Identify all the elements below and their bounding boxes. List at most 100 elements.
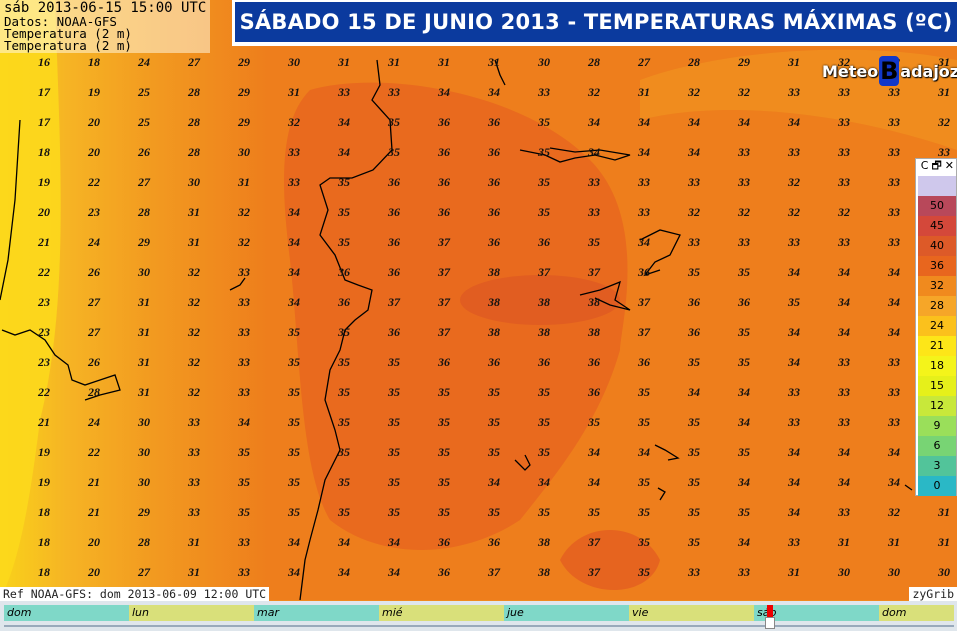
temperature-value: 30 <box>137 445 150 459</box>
temperature-value: 38 <box>487 295 500 309</box>
temperature-value: 33 <box>787 535 800 549</box>
temperature-value: 33 <box>887 235 900 249</box>
temperature-value: 34 <box>287 295 300 309</box>
temperature-value: 31 <box>137 355 150 369</box>
temperature-value: 33 <box>887 355 900 369</box>
timeline-handle[interactable] <box>765 617 775 629</box>
logo-letter: B <box>879 56 900 86</box>
temperature-value: 34 <box>687 145 700 159</box>
temperature-value: 34 <box>737 415 750 429</box>
temperature-value: 31 <box>137 295 150 309</box>
temperature-value: 33 <box>887 85 900 99</box>
temperature-value: 35 <box>237 475 250 489</box>
temperature-value: 35 <box>337 175 350 189</box>
temperature-value: 35 <box>537 115 550 129</box>
temperature-value: 30 <box>537 55 550 69</box>
temperature-value: 30 <box>187 175 200 189</box>
temperature-map[interactable]: 16 18 24 27 29 30 31 31 31 31 30 28 27 28 29 31 32 32 31 17… <box>0 0 957 600</box>
temperature-value: 36 <box>487 115 500 129</box>
temperature-value: 32 <box>187 325 200 339</box>
temperature-value: 36 <box>487 535 500 549</box>
temperature-value: 33 <box>787 85 800 99</box>
temperature-value: 34 <box>887 445 900 459</box>
legend-entry: 12 <box>918 396 956 416</box>
temperature-value: 31 <box>187 565 200 579</box>
temperature-value: 33 <box>787 235 800 249</box>
temperature-value: 35 <box>287 505 300 519</box>
legend-entry: 9 <box>918 416 956 436</box>
color-legend[interactable]: C 🗗 ✕ 50 45 40 36 32 28 24 21 18 15 12 9 6 3 0 <box>915 158 957 496</box>
temperature-value: 37 <box>437 325 451 339</box>
timeline-day[interactable]: dom <box>879 605 954 621</box>
temperature-value: 35 <box>437 385 450 399</box>
temperature-value: 20 <box>87 145 100 159</box>
timeline-day[interactable]: lun <box>129 605 254 621</box>
temperature-value: 34 <box>487 85 500 99</box>
timeline-day[interactable]: vie <box>629 605 754 621</box>
temperature-value: 33 <box>237 535 250 549</box>
temperature-value: 36 <box>587 385 600 399</box>
temperature-value: 37 <box>437 235 451 249</box>
temperature-value: 33 <box>787 385 800 399</box>
temperature-value: 35 <box>337 505 350 519</box>
temperature-value: 28 <box>687 55 700 69</box>
legend-c-button[interactable]: C <box>920 159 929 172</box>
temperature-value: 35 <box>787 295 800 309</box>
temperature-value: 34 <box>337 565 350 579</box>
temperature-value: 35 <box>637 565 650 579</box>
temperature-value: 33 <box>637 175 650 189</box>
temperature-value: 33 <box>687 235 700 249</box>
timeline-band[interactable]: domlunmarmiéjueviesábdom <box>4 605 954 621</box>
legend-entry: 50 <box>918 196 956 216</box>
timeline-day[interactable]: jue <box>504 605 629 621</box>
legend-close-icon[interactable]: ✕ <box>944 159 954 172</box>
temperature-value: 37 <box>587 565 601 579</box>
temperature-value: 34 <box>787 115 800 129</box>
temperature-value: 19 <box>38 175 50 189</box>
temperature-value: 34 <box>837 445 850 459</box>
timeline-day[interactable]: mar <box>254 605 379 621</box>
temperature-value: 34 <box>637 115 650 129</box>
temperature-value: 34 <box>487 475 500 489</box>
temperature-value: 35 <box>687 475 700 489</box>
source-label: Datos: NOAA-GFS <box>4 14 117 29</box>
temperature-value: 35 <box>537 145 550 159</box>
timeline-day-label: lun <box>132 606 149 619</box>
temperature-value: 32 <box>237 235 250 249</box>
temperature-value: 33 <box>887 145 900 159</box>
temperature-value: 26 <box>87 265 100 279</box>
temperature-value: 36 <box>537 235 550 249</box>
temperature-value: 34 <box>537 475 550 489</box>
temperature-value: 35 <box>487 415 500 429</box>
legend-entry: 18 <box>918 356 956 376</box>
temperature-value: 33 <box>837 385 850 399</box>
temperature-value: 37 <box>537 265 551 279</box>
temperature-value: 35 <box>437 505 450 519</box>
temperature-value: 31 <box>937 55 950 69</box>
temperature-value: 21 <box>37 415 50 429</box>
temperature-value: 33 <box>837 175 850 189</box>
temperature-value: 30 <box>137 265 150 279</box>
temperature-value: 37 <box>387 295 401 309</box>
temperature-value: 37 <box>437 265 451 279</box>
temperature-value: 35 <box>537 445 550 459</box>
temperature-value: 29 <box>737 55 750 69</box>
temperature-value: 34 <box>287 565 300 579</box>
time-slider[interactable]: domlunmarmiéjueviesábdom <box>0 601 957 631</box>
temperature-value: 31 <box>187 205 200 219</box>
hottest-region <box>460 275 620 325</box>
logo-part1: Meteo <box>822 61 879 81</box>
temperature-value: 27 <box>637 55 651 69</box>
timeline-track <box>4 625 954 627</box>
legend-restore-icon[interactable]: 🗗 <box>931 159 942 172</box>
temperature-value: 33 <box>287 175 300 189</box>
temperature-value: 35 <box>387 385 400 399</box>
timeline-day-label: jue <box>507 606 524 619</box>
temperature-value: 32 <box>937 115 950 129</box>
temperature-value: 20 <box>87 115 100 129</box>
temperature-value: 28 <box>137 535 150 549</box>
temperature-value: 32 <box>687 85 700 99</box>
temperature-value: 35 <box>687 265 700 279</box>
timeline-day[interactable]: mié <box>379 605 504 621</box>
timeline-day[interactable]: dom <box>4 605 129 621</box>
